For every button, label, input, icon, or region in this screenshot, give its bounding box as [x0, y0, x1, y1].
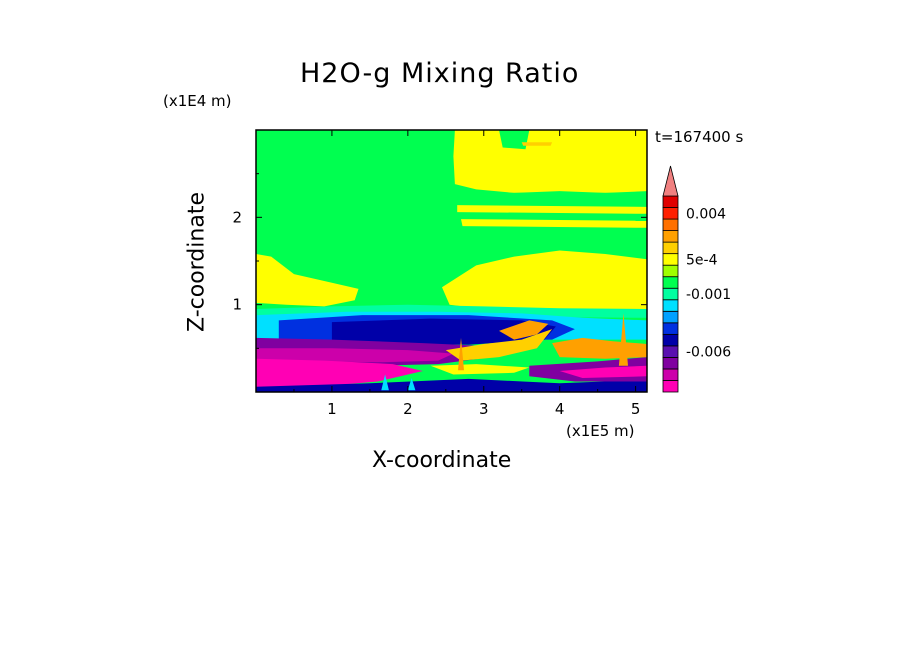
colorbar-segment	[662, 322, 679, 335]
y-axis-label: Z-coordinate	[184, 192, 210, 332]
colorbar-segment	[662, 287, 679, 301]
y-axis-ticks: 12	[232, 173, 647, 349]
region-deep-blue-bottom	[256, 378, 647, 392]
region-orange-filament-3	[499, 320, 549, 340]
region-mid-yellow-left	[256, 254, 359, 307]
region-upper-green-notch	[499, 130, 530, 150]
colorbar-segment	[662, 310, 679, 324]
chart-title: H2O-g Mixing Ratio	[300, 58, 580, 89]
colorbar-segment	[662, 368, 679, 381]
colorbar-segment	[662, 264, 679, 278]
x-tick-label: 2	[403, 400, 413, 418]
y-tick-label: 1	[232, 296, 242, 314]
colorbar-arrow	[662, 165, 679, 197]
colorbar-segment	[662, 253, 679, 266]
colorbar-label: -0.006	[686, 345, 731, 361]
x-tick-label: 3	[479, 400, 489, 418]
colorbar-label: 5e-4	[686, 252, 718, 268]
x-axis-multiplier: (x1E5 m)	[566, 422, 635, 440]
x-tick-label: 4	[555, 400, 565, 418]
region-upper-yellow-strip-2	[461, 219, 647, 228]
region-upper-yellow-band	[453, 130, 647, 193]
time-label: t=167400 s	[655, 128, 744, 146]
colorbar-segment	[662, 276, 679, 289]
colorbar-label: -0.001	[686, 287, 731, 303]
colorbar-segment	[662, 241, 679, 255]
colorbar-segment	[662, 357, 679, 370]
region-upper-green-gap	[457, 192, 647, 207]
y-axis-multiplier: (x1E4 m)	[163, 92, 232, 110]
region-violet-band	[256, 348, 454, 363]
region-cyan-spikes	[381, 374, 416, 391]
colorbar-segment	[662, 345, 679, 358]
colorbar-segment	[662, 195, 679, 208]
region-upper-orange-fleck	[521, 142, 553, 146]
region-magenta-right-bottom	[559, 365, 647, 378]
region-mid-yellow-right	[442, 250, 647, 312]
plot-area	[256, 130, 647, 392]
colorbar-segment	[662, 380, 679, 393]
colorbar-label: 0.004	[686, 206, 726, 222]
x-axis-ticks: 1 2 3 4 5	[293, 130, 641, 418]
colorbar-segment	[662, 207, 679, 220]
region-yellow-filament	[430, 364, 530, 375]
region-magenta-layer	[256, 358, 423, 389]
x-axis-label: X-coordinate	[372, 448, 512, 473]
y-tick-label: 2	[232, 208, 242, 226]
colorbar: 0.004 5e-4 -0.001 -0.006	[662, 165, 731, 393]
region-orange-filament-1	[445, 329, 553, 361]
region-upper-yellow-strip-1	[457, 205, 647, 214]
region-orange-spike-1	[458, 337, 464, 371]
colorbar-segment	[662, 333, 679, 347]
colorbar-segment	[662, 299, 679, 312]
x-tick-label: 5	[631, 400, 641, 418]
colorbar-segment	[662, 230, 679, 243]
region-orange-spike-2	[618, 313, 628, 366]
region-blue-layer	[331, 318, 556, 345]
colorbar-segment	[662, 218, 679, 231]
x-tick-label: 1	[327, 400, 337, 418]
